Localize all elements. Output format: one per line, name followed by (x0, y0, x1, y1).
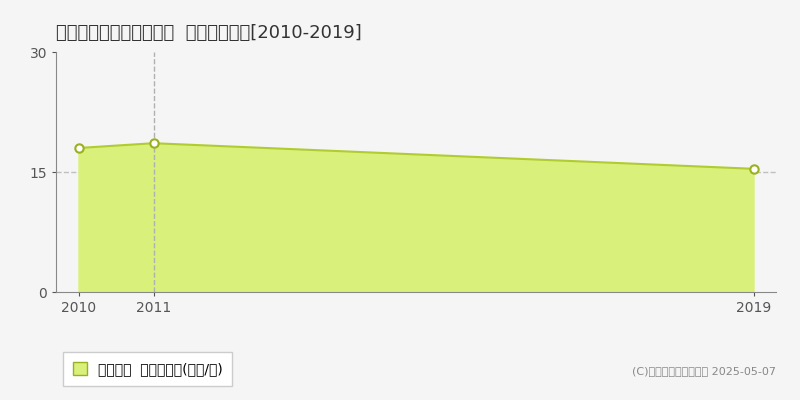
Text: 名張市桔梗が丘西３番町  土地価格推移[2010-2019]: 名張市桔梗が丘西３番町 土地価格推移[2010-2019] (56, 24, 362, 42)
Text: (C)土地価格ドットコム 2025-05-07: (C)土地価格ドットコム 2025-05-07 (632, 366, 776, 376)
Legend: 土地価格  平均坪単価(万円/坪): 土地価格 平均坪単価(万円/坪) (63, 352, 232, 386)
